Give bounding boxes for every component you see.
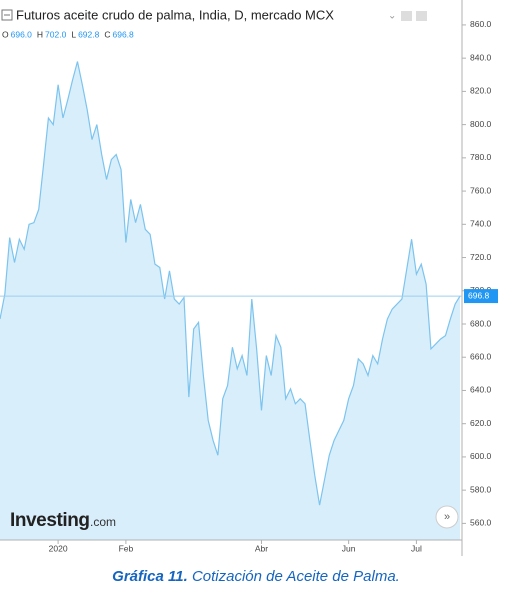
brand-suffix: .com: [90, 515, 116, 529]
ohlc-label: C: [104, 29, 110, 39]
caption-label: Gráfica 11.: [112, 568, 188, 585]
x-tick-label: Abr: [255, 543, 268, 553]
y-tick-label: 820.0: [470, 86, 492, 96]
ohlc-label: O: [2, 29, 9, 39]
ohlc-value: 696.8: [112, 29, 134, 39]
ohlc-row: O 696.0 H 702.0 L 692.8 C 696.8: [2, 29, 134, 39]
y-tick-label: 800.0: [470, 119, 492, 129]
y-tick-label: 680.0: [470, 318, 492, 328]
x-tick-label: Jul: [411, 543, 422, 553]
y-tick-label: 600.0: [470, 451, 492, 461]
y-tick-label: 640.0: [470, 385, 492, 395]
collapse-icon[interactable]: [1, 9, 13, 21]
scroll-button[interactable]: [435, 505, 459, 529]
dropdown[interactable]: ⌄: [388, 11, 396, 22]
y-tick-label: 660.0: [470, 351, 492, 361]
y-tick-label: 760.0: [470, 185, 492, 195]
ohlc-label: H: [37, 29, 43, 39]
y-tick-label: 620.0: [470, 418, 492, 428]
last-price-box: [464, 289, 498, 304]
close-icon[interactable]: [416, 11, 427, 21]
chart-title: Futuros aceite crudo de palma, India, D,…: [16, 7, 334, 22]
settings-icon[interactable]: [401, 11, 412, 21]
x-tick-label: 2020: [49, 543, 68, 553]
y-tick-label: 720.0: [470, 252, 492, 262]
caption-text: Cotización de Aceite de Palma.: [192, 568, 400, 585]
caption: Gráfica 11. Cotización de Aceite de Palm…: [112, 568, 400, 585]
ohlc-value: 692.8: [78, 29, 100, 39]
y-tick-label: 780.0: [470, 152, 492, 162]
price-line: [0, 61, 461, 506]
ohlc-label: L: [71, 29, 76, 39]
ohlc-value: 702.0: [45, 29, 67, 39]
brand-name: Investing: [10, 510, 90, 531]
y-tick-label: 840.0: [470, 52, 492, 62]
scroll-icon: »: [444, 511, 450, 523]
area-fill: [0, 61, 460, 540]
plot-area: [0, 61, 461, 540]
ohlc-value: 696.0: [11, 29, 33, 39]
y-tick-label: 740.0: [470, 219, 492, 229]
y-tick-label: 860.0: [470, 19, 492, 29]
last-price-label: 696.8: [468, 290, 490, 300]
y-tick-label: 560.0: [470, 518, 492, 528]
x-tick-label: Feb: [119, 543, 134, 553]
y-tick-label: 580.0: [470, 484, 492, 494]
x-tick-label: Jun: [342, 543, 356, 553]
